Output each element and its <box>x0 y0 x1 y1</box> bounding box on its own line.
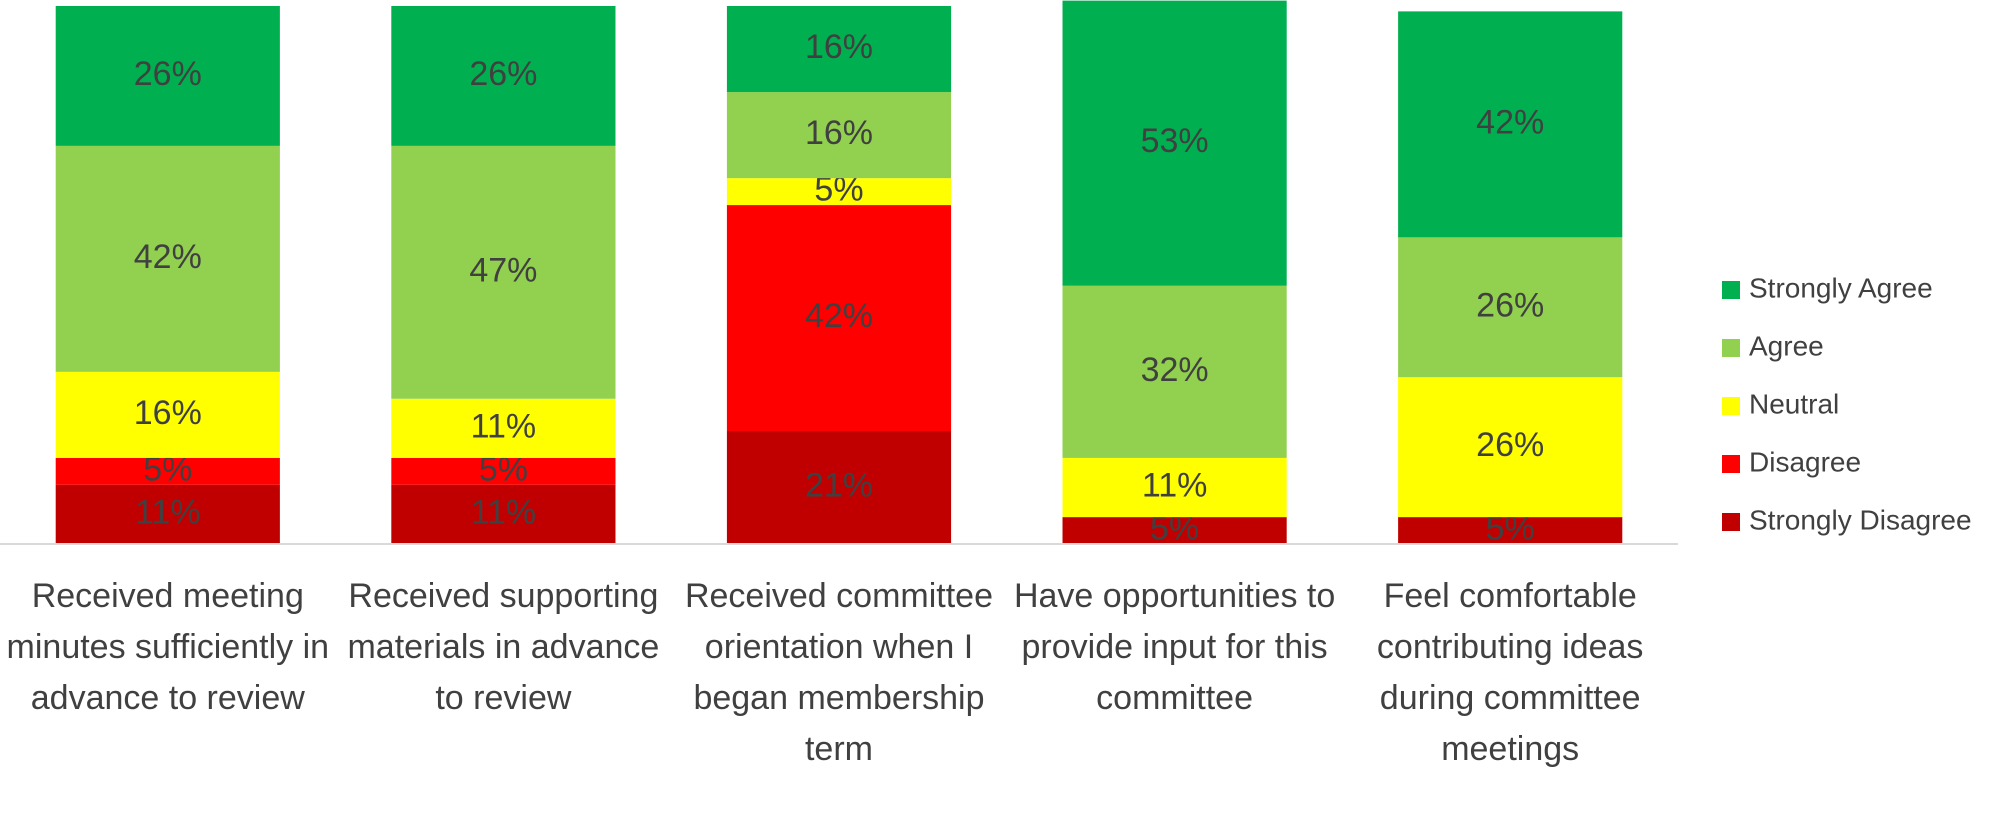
bar-segment <box>391 484 616 544</box>
data-label: 16% <box>134 394 202 432</box>
data-label: 21% <box>805 466 873 504</box>
bar-segment <box>55 145 280 372</box>
bar-segment <box>1062 285 1287 458</box>
bar-segment <box>1398 517 1623 544</box>
legend-label: Agree <box>1749 330 1824 361</box>
data-label: 42% <box>1476 103 1544 141</box>
bar-segment <box>1398 377 1623 518</box>
legend-label: Strongly Agree <box>1749 272 1933 303</box>
bar-segment <box>726 92 952 179</box>
data-label: 11% <box>471 407 537 445</box>
legend-swatch <box>1722 513 1740 531</box>
data-label: 11% <box>135 493 201 531</box>
bar-segment <box>726 6 952 93</box>
x-tick-label: Received committee orientation when I be… <box>684 577 993 768</box>
data-label: 26% <box>469 55 537 93</box>
bar-segment <box>1062 457 1287 518</box>
legend-label: Neutral <box>1749 388 1839 419</box>
data-label: 16% <box>805 114 873 152</box>
bar-segment <box>726 431 952 544</box>
x-tick-label: Received supporting materials in advance… <box>347 577 660 717</box>
data-label: 42% <box>805 297 873 335</box>
data-label: 42% <box>134 238 202 276</box>
legend-swatch <box>1722 397 1740 415</box>
bar-segment <box>1062 0 1287 286</box>
data-label: 53% <box>1141 122 1209 160</box>
data-label: 26% <box>1476 426 1544 464</box>
bar-segment <box>391 145 616 399</box>
bar-segment <box>726 205 952 432</box>
bar-segment <box>55 484 280 544</box>
bar-segment <box>1062 517 1287 544</box>
bar-segment <box>391 457 616 485</box>
x-tick-label: Feel comfortable contributing ideas duri… <box>1376 577 1644 768</box>
data-label: 16% <box>805 28 873 66</box>
data-label: 11% <box>471 493 537 531</box>
bar-segment <box>391 398 616 458</box>
bar-segment <box>55 6 280 146</box>
bar-segment <box>55 457 280 485</box>
x-tick-label: Have opportunities to provide input for … <box>1013 577 1336 717</box>
legend-swatch <box>1722 339 1740 357</box>
data-label: 11% <box>1142 466 1208 504</box>
legend-swatch <box>1722 281 1740 299</box>
legend-swatch <box>1722 455 1740 473</box>
legend-label: Disagree <box>1749 446 1861 477</box>
data-label: 26% <box>1476 286 1544 324</box>
bar-segment <box>1398 11 1623 238</box>
bar-segment <box>726 178 952 206</box>
data-label: 32% <box>1141 351 1209 389</box>
bar-segment <box>1398 237 1623 378</box>
bar-segment <box>391 6 616 146</box>
data-label: 26% <box>134 55 202 93</box>
bar-segment <box>55 371 280 458</box>
x-tick-label: Received meeting minutes sufficiently in… <box>6 577 330 717</box>
data-label: 47% <box>469 251 537 289</box>
legend-label: Strongly Disagree <box>1749 504 1972 535</box>
